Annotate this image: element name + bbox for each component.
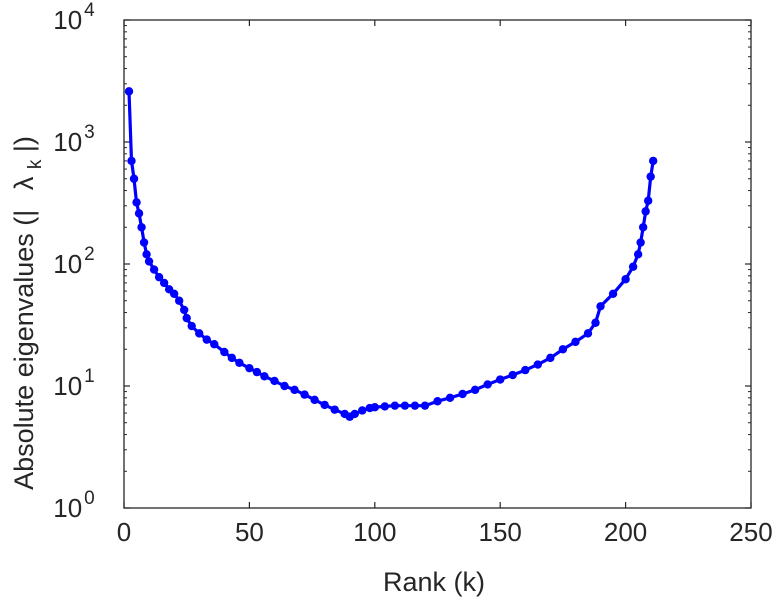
data-point — [144, 257, 154, 266]
data-point — [202, 335, 211, 344]
axes-frame — [123, 19, 752, 509]
y-tick-base: 10 — [53, 127, 82, 157]
y-axis-label-text: Absolute eigenvalues (| — [9, 210, 39, 490]
data-point — [134, 209, 144, 218]
data-point — [390, 401, 400, 410]
data-point — [608, 289, 618, 298]
data-point — [245, 363, 254, 373]
x-axis-label: Rank (k) — [383, 567, 485, 597]
plot-box — [123, 19, 752, 509]
data-point — [445, 393, 455, 403]
data-point — [633, 250, 643, 259]
data-point — [636, 238, 645, 247]
x-tick-label: 150 — [479, 517, 522, 547]
y-tick-label: 10 4 — [53, 0, 95, 35]
data-point — [470, 385, 480, 395]
data-point — [571, 337, 580, 347]
data-point — [533, 360, 543, 369]
data-point — [628, 262, 638, 271]
data-point — [154, 272, 164, 282]
data-point — [458, 389, 467, 399]
data-point — [260, 372, 269, 381]
data-point — [142, 250, 151, 259]
y-tick-base: 10 — [53, 249, 82, 279]
y-tick-exponent: 1 — [84, 366, 95, 387]
data-point — [137, 223, 146, 232]
data-point — [220, 347, 229, 357]
data-point — [643, 196, 653, 205]
y-tick-label: 10 0 — [53, 488, 95, 523]
data-point — [558, 345, 568, 354]
y-tick-exponent: 3 — [84, 122, 95, 143]
data-point — [310, 395, 319, 405]
data-point — [380, 402, 390, 411]
data-point — [149, 265, 159, 274]
data-point — [596, 302, 605, 311]
x-tick-label: 250 — [729, 517, 772, 547]
data-point — [210, 340, 219, 349]
data-point — [508, 370, 517, 380]
y-tick-exponent: 0 — [84, 488, 95, 509]
y-tick-base: 10 — [53, 493, 82, 523]
data-point — [546, 353, 555, 363]
y-tick-base: 10 — [53, 371, 82, 401]
data-point — [420, 401, 430, 410]
data-point — [320, 400, 329, 410]
data-point — [139, 238, 149, 247]
data-point — [483, 380, 492, 389]
x-tick-label: 0 — [117, 517, 131, 547]
data-point — [496, 375, 505, 384]
y-axis-label-close: |) — [9, 136, 39, 152]
y-tick-exponent: 2 — [84, 244, 95, 265]
data-point — [358, 406, 367, 415]
data-point — [646, 172, 655, 181]
data-point — [159, 278, 169, 288]
data-point — [370, 403, 379, 412]
data-point — [300, 390, 309, 399]
data-point — [641, 207, 650, 216]
data-point — [330, 405, 339, 414]
y-tick-label: 10 1 — [53, 366, 95, 401]
data-point — [648, 156, 658, 166]
y-axis-label-subscript: k — [25, 159, 46, 169]
data-point — [252, 367, 262, 377]
data-point — [127, 156, 136, 166]
data-point — [583, 329, 593, 338]
data-point — [235, 358, 244, 367]
data-point — [195, 329, 204, 338]
data-point — [433, 397, 442, 406]
data-point — [400, 401, 410, 410]
series-layer — [124, 87, 658, 421]
y-tick-label: 10 2 — [53, 244, 95, 279]
data-point — [179, 305, 189, 315]
y-tick-exponent: 4 — [84, 0, 95, 21]
data-point — [169, 289, 179, 298]
x-axis-ticks: 0 50 100 150 200 250 — [117, 20, 773, 547]
data-point — [280, 381, 289, 391]
data-point — [591, 318, 600, 327]
data-point — [638, 223, 648, 232]
data-point — [521, 365, 530, 375]
x-tick-label: 100 — [353, 517, 396, 547]
data-point — [227, 353, 237, 363]
data-point — [129, 174, 139, 183]
y-tick-base: 10 — [53, 5, 82, 35]
data-point — [132, 198, 141, 207]
x-tick-label: 50 — [235, 517, 264, 547]
x-tick-label: 200 — [604, 517, 647, 547]
data-point — [124, 87, 134, 96]
data-point — [290, 385, 299, 395]
data-point — [182, 313, 191, 323]
y-tick-label: 10 3 — [53, 122, 95, 157]
y-axis-label-symbol: λ — [9, 176, 39, 190]
data-point — [621, 275, 630, 284]
data-point — [187, 321, 196, 331]
y-axis-label: Absolute eigenvalues (| λ k |) — [9, 136, 47, 490]
data-point — [270, 376, 279, 386]
data-point — [350, 409, 359, 419]
data-point — [174, 296, 184, 305]
data-point — [410, 401, 420, 410]
